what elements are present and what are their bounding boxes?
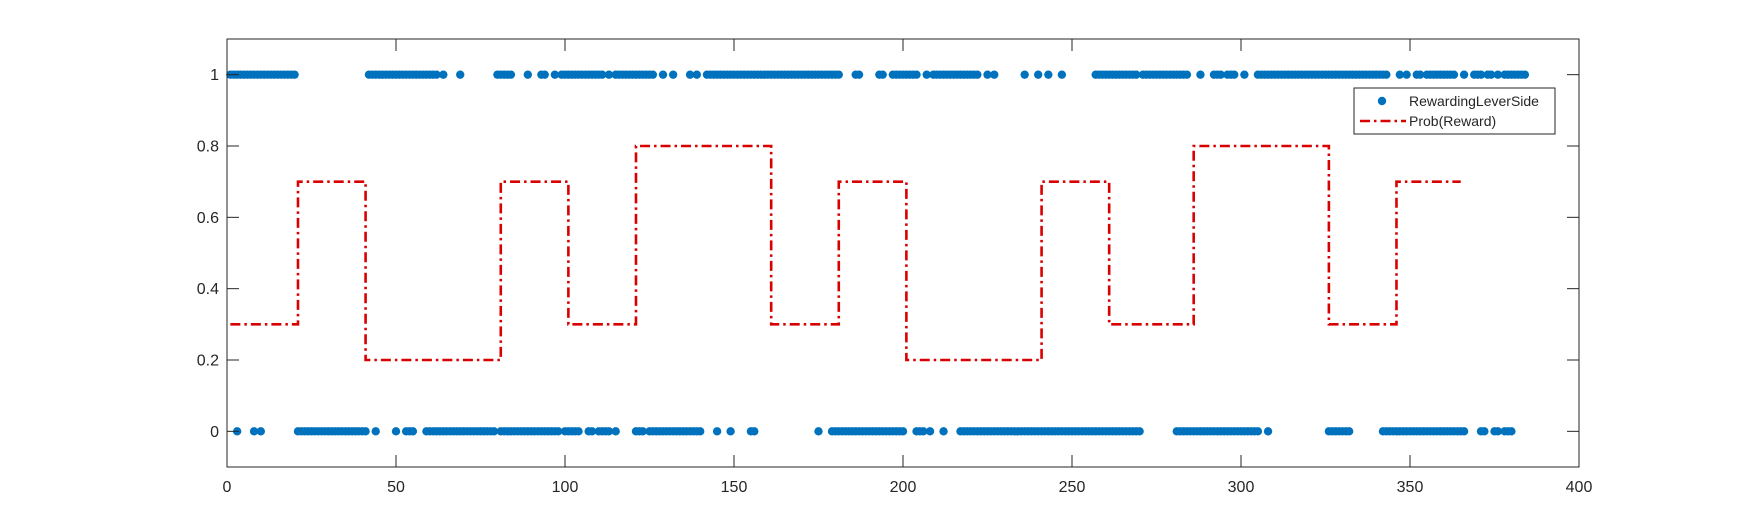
data-point — [658, 70, 668, 79]
data-point — [1476, 70, 1486, 79]
data-point — [1520, 70, 1530, 79]
data-point — [456, 70, 465, 79]
data-point — [1459, 427, 1469, 436]
data-point — [1486, 70, 1496, 79]
data-point — [712, 427, 722, 436]
y-tick-label: 0.8 — [197, 139, 219, 156]
data-point — [1135, 427, 1144, 436]
data-point — [1034, 70, 1043, 79]
data-point — [408, 427, 418, 436]
data-point — [540, 70, 549, 79]
x-tick-label: 300 — [1228, 479, 1255, 496]
data-point — [550, 70, 560, 79]
data-point — [973, 70, 982, 79]
data-point — [1382, 70, 1391, 79]
y-tick-label: 0.6 — [197, 210, 219, 227]
data-point — [925, 427, 935, 436]
data-point — [1263, 427, 1273, 436]
data-point — [554, 427, 563, 436]
data-point — [750, 427, 759, 436]
x-tick-label: 200 — [890, 479, 917, 496]
data-point — [489, 427, 499, 436]
data-point — [922, 70, 931, 79]
data-point — [919, 427, 928, 436]
data-point — [1415, 70, 1425, 79]
data-point — [1459, 70, 1469, 79]
data-point — [574, 427, 583, 436]
data-point — [506, 70, 516, 79]
x-tick-label: 400 — [1566, 479, 1593, 496]
legend-label-prob-reward: Prob(Reward) — [1409, 113, 1496, 129]
data-point — [290, 70, 299, 79]
data-point — [1196, 70, 1205, 79]
data-point — [1493, 70, 1503, 79]
axes: 0 50 100 150 200 250 300 350 400 0 0.2 0.4 0.6 0.8 1 — [197, 38, 1593, 496]
series-prob-reward-line — [230, 144, 1461, 362]
data-point — [1449, 70, 1459, 79]
x-tick-label: 100 — [552, 479, 579, 496]
data-point — [1344, 427, 1354, 436]
data-point — [692, 70, 702, 79]
data-point — [604, 70, 614, 79]
x-tick-label: 150 — [721, 479, 748, 496]
data-point — [371, 427, 380, 436]
series-rewarding-lever-side — [226, 70, 1530, 436]
legend: RewardingLeverSide Prob(Reward) — [1353, 87, 1556, 135]
x-tick-label: 50 — [387, 479, 405, 496]
legend-marker-rewarding-lever-side — [1377, 96, 1387, 106]
data-point — [990, 70, 999, 79]
data-point — [1507, 427, 1516, 436]
data-point — [1057, 70, 1067, 79]
y-tick-label: 0 — [210, 424, 219, 441]
data-point — [1480, 427, 1489, 436]
data-point — [587, 427, 597, 436]
data-point — [814, 427, 823, 436]
data-point — [611, 427, 620, 436]
data-point — [854, 70, 864, 79]
data-point — [1253, 427, 1263, 436]
data-point — [391, 427, 401, 436]
data-point — [361, 427, 370, 436]
data-point — [604, 427, 614, 436]
data-point — [939, 427, 948, 436]
data-point — [439, 70, 448, 79]
data-point — [668, 70, 678, 79]
data-point — [983, 70, 992, 79]
legend-box — [1353, 87, 1556, 135]
data-point — [834, 70, 843, 79]
data-point — [1132, 70, 1141, 79]
data-point — [685, 70, 695, 79]
data-point — [912, 70, 921, 79]
data-point — [432, 70, 441, 79]
data-point — [648, 70, 658, 79]
y-tick-label: 1 — [210, 67, 219, 84]
data-point — [1044, 70, 1053, 79]
x-tick-label: 250 — [1059, 479, 1086, 496]
data-point — [1230, 70, 1239, 79]
data-point — [597, 70, 607, 79]
x-tick-label: 350 — [1397, 479, 1424, 496]
legend-label-rewarding-lever-side: RewardingLeverSide — [1409, 93, 1539, 109]
data-point — [1182, 70, 1192, 79]
data-point — [249, 427, 259, 436]
data-point — [1020, 70, 1029, 79]
data-point — [638, 427, 647, 436]
data-point — [256, 427, 265, 436]
data-point — [1493, 427, 1503, 436]
data-point — [1395, 70, 1405, 79]
data-point — [523, 70, 533, 79]
data-point — [726, 427, 735, 436]
x-tick-label: 0 — [223, 479, 232, 496]
data-point — [1240, 70, 1249, 79]
data-point — [696, 427, 705, 436]
data-point — [1402, 70, 1411, 79]
data-point — [898, 427, 908, 436]
y-tick-label: 0.4 — [197, 281, 219, 298]
y-tick-label: 0.2 — [197, 353, 219, 370]
data-point — [878, 70, 887, 79]
data-point — [1216, 70, 1225, 79]
